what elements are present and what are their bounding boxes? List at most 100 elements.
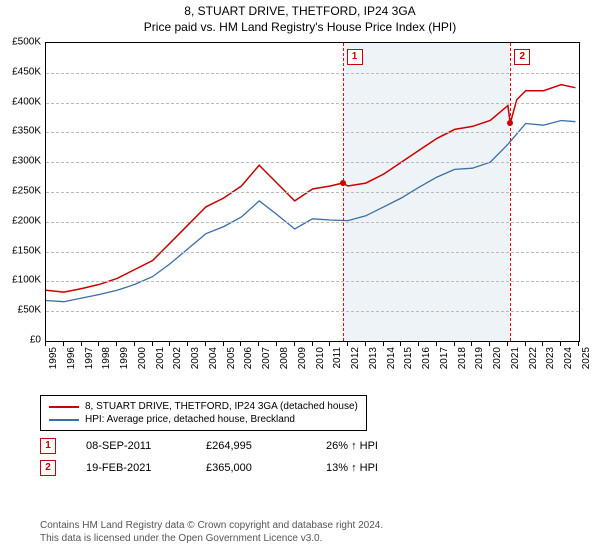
y-axis-label: £400K <box>12 96 41 107</box>
legend-label: HPI: Average price, detached house, Brec… <box>85 414 295 425</box>
x-tick <box>400 342 401 346</box>
y-axis-label: £500K <box>12 37 41 48</box>
legend-label: 8, STUART DRIVE, THETFORD, IP24 3GA (det… <box>85 401 358 412</box>
x-tick <box>542 342 543 346</box>
footer-attribution: Contains HM Land Registry data © Crown c… <box>40 519 383 545</box>
x-tick <box>454 342 455 346</box>
sales-table: 1 08-SEP-2011 £264,995 26% ↑ HPI 2 19-FE… <box>40 438 416 482</box>
x-tick <box>312 342 313 346</box>
chart-subtitle: Price paid vs. HM Land Registry's House … <box>0 20 600 34</box>
x-axis-label: 2023 <box>545 347 556 369</box>
x-tick <box>187 342 188 346</box>
gridline <box>46 222 579 223</box>
x-axis-label: 2015 <box>403 347 414 369</box>
y-axis-label: £450K <box>12 66 41 77</box>
legend-box: 8, STUART DRIVE, THETFORD, IP24 3GA (det… <box>40 395 367 431</box>
chart-container: 8, STUART DRIVE, THETFORD, IP24 3GA Pric… <box>0 0 600 560</box>
gridline <box>46 103 579 104</box>
y-axis-label: £100K <box>12 275 41 286</box>
x-axis-label: 2013 <box>368 347 379 369</box>
x-axis-label: 2018 <box>457 347 468 369</box>
x-axis-label: 2016 <box>421 347 432 369</box>
chart-plot-area: 12 <box>45 42 580 342</box>
series-property <box>46 85 575 292</box>
x-axis-label: 2007 <box>261 347 272 369</box>
x-tick <box>240 342 241 346</box>
x-tick <box>507 342 508 346</box>
gridline <box>46 132 579 133</box>
x-tick <box>98 342 99 346</box>
x-axis-label: 1997 <box>84 347 95 369</box>
sale-date: 19-FEB-2021 <box>86 462 176 474</box>
gridline <box>46 192 579 193</box>
x-axis-label: 2006 <box>243 347 254 369</box>
x-tick <box>152 342 153 346</box>
x-tick <box>276 342 277 346</box>
sale-price: £365,000 <box>206 462 296 474</box>
x-axis-label: 2022 <box>528 347 539 369</box>
x-tick <box>294 342 295 346</box>
x-tick <box>383 342 384 346</box>
gridline <box>46 281 579 282</box>
x-tick <box>258 342 259 346</box>
x-tick <box>418 342 419 346</box>
x-axis-label: 2001 <box>155 347 166 369</box>
y-axis-label: £250K <box>12 186 41 197</box>
x-tick <box>169 342 170 346</box>
x-tick <box>578 342 579 346</box>
x-tick <box>489 342 490 346</box>
x-axis-label: 2004 <box>208 347 219 369</box>
chart-title: 8, STUART DRIVE, THETFORD, IP24 3GA <box>0 4 600 18</box>
x-axis-label: 2002 <box>172 347 183 369</box>
sale-row: 2 19-FEB-2021 £365,000 13% ↑ HPI <box>40 460 416 476</box>
x-axis-label: 2017 <box>439 347 450 369</box>
sale-price: £264,995 <box>206 440 296 452</box>
x-axis-label: 2009 <box>297 347 308 369</box>
sale-marker-badge: 1 <box>40 438 56 454</box>
gridline <box>46 311 579 312</box>
x-tick <box>525 342 526 346</box>
gridline <box>46 162 579 163</box>
y-axis-label: £0 <box>30 335 41 346</box>
title-block: 8, STUART DRIVE, THETFORD, IP24 3GA Pric… <box>0 0 600 34</box>
x-axis-label: 2019 <box>474 347 485 369</box>
x-axis-label: 1998 <box>101 347 112 369</box>
gridline <box>46 73 579 74</box>
sale-marker-label: 1 <box>347 49 363 65</box>
x-axis-label: 2014 <box>386 347 397 369</box>
legend-item: HPI: Average price, detached house, Brec… <box>49 413 358 426</box>
sale-marker-badge: 2 <box>40 460 56 476</box>
legend-swatch <box>49 406 79 408</box>
x-tick <box>134 342 135 346</box>
x-axis-label: 2025 <box>581 347 592 369</box>
gridline <box>46 252 579 253</box>
x-tick <box>45 342 46 346</box>
x-tick <box>63 342 64 346</box>
x-axis-label: 2021 <box>510 347 521 369</box>
x-tick <box>205 342 206 346</box>
x-axis-label: 2024 <box>563 347 574 369</box>
x-axis-label: 2003 <box>190 347 201 369</box>
footer-line: Contains HM Land Registry data © Crown c… <box>40 519 383 532</box>
x-axis: 1995199619971998199920002001200220032004… <box>45 342 580 392</box>
x-tick <box>116 342 117 346</box>
legend-swatch <box>49 419 79 421</box>
legend-item: 8, STUART DRIVE, THETFORD, IP24 3GA (det… <box>49 400 358 413</box>
y-axis-label: £350K <box>12 126 41 137</box>
sale-row: 1 08-SEP-2011 £264,995 26% ↑ HPI <box>40 438 416 454</box>
x-tick <box>471 342 472 346</box>
sale-date: 08-SEP-2011 <box>86 440 176 452</box>
sale-dot <box>507 120 513 126</box>
x-tick <box>560 342 561 346</box>
y-axis-label: £50K <box>18 305 41 316</box>
y-axis-label: £300K <box>12 156 41 167</box>
x-axis-label: 2000 <box>137 347 148 369</box>
y-axis-label: £150K <box>12 245 41 256</box>
x-tick <box>436 342 437 346</box>
sale-delta: 26% ↑ HPI <box>326 440 416 452</box>
y-axis-label: £200K <box>12 215 41 226</box>
x-axis-label: 2020 <box>492 347 503 369</box>
x-tick <box>329 342 330 346</box>
sale-marker-label: 2 <box>514 49 530 65</box>
x-axis-label: 2010 <box>315 347 326 369</box>
